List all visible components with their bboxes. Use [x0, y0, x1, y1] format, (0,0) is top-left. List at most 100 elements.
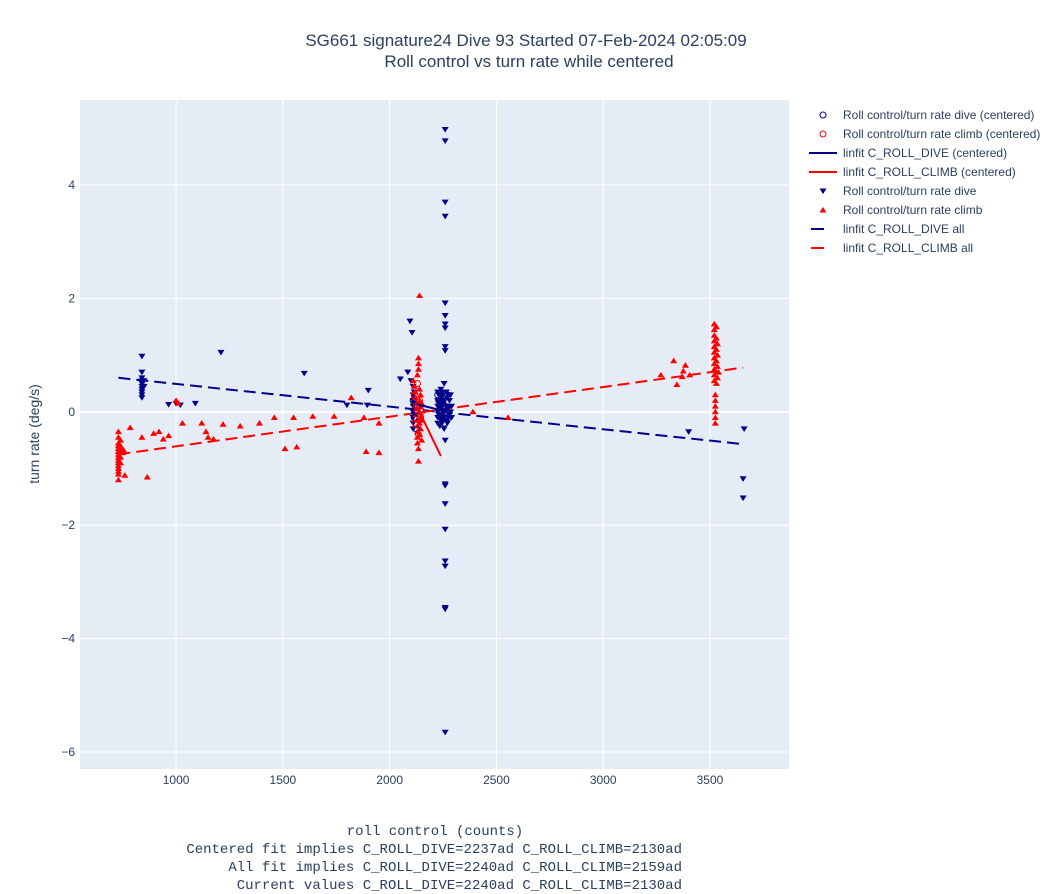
x-axis-title: roll control (counts) [347, 824, 523, 840]
data-point [712, 346, 720, 352]
data-point [363, 402, 371, 409]
grid [80, 100, 789, 769]
data-point [413, 371, 421, 378]
x-axis-note-3: Current values C_ROLL_DIVE=2240ad C_ROLL… [237, 878, 682, 894]
x-tick-label: 2000 [376, 773, 403, 787]
legend: Roll control/turn rate dive (centered) Ro… [809, 108, 1040, 255]
data-point [678, 373, 686, 380]
legend-label: Roll control/turn rate climb [843, 203, 983, 217]
data-point [712, 380, 720, 386]
data-point [711, 408, 719, 415]
data-point [155, 428, 163, 435]
legend-item[interactable]: Roll control/turn rate dive (centered) [819, 108, 1034, 122]
data-point [440, 426, 448, 432]
legend-swatch [819, 130, 827, 138]
data-point [710, 371, 718, 378]
data-point [441, 606, 449, 613]
x-tick-label: 3500 [697, 773, 724, 787]
data-point [418, 437, 426, 443]
data-point [710, 349, 718, 355]
legend-item[interactable]: Roll control/turn rate dive [819, 184, 977, 198]
data-point [138, 353, 146, 360]
data-point [191, 400, 199, 407]
data-point [441, 563, 449, 570]
legend-label: linfit C_ROLL_DIVE all [843, 222, 964, 236]
legend-item[interactable]: linfit C_ROLL_CLIMB (centered) [809, 165, 1016, 179]
data-point [150, 430, 158, 436]
data-point [440, 381, 448, 387]
data-point [673, 381, 681, 388]
data-point [441, 348, 449, 354]
data-point [448, 403, 456, 410]
data-layer [114, 127, 748, 736]
data-point [404, 369, 412, 376]
data-point [330, 413, 338, 419]
data-point [309, 413, 317, 419]
legend-label: linfit C_ROLL_DIVE (centered) [843, 146, 1007, 160]
data-point [712, 357, 720, 364]
data-point [739, 476, 747, 482]
data-point [441, 138, 449, 144]
data-point [441, 558, 449, 565]
data-point [444, 413, 452, 421]
legend-item[interactable]: Roll control/turn rate climb [819, 203, 983, 217]
data-point [670, 357, 678, 364]
data-point [138, 395, 146, 401]
data-point [441, 501, 449, 507]
data-point [417, 391, 425, 398]
data-point [686, 371, 694, 378]
data-point [438, 420, 446, 427]
data-point [408, 329, 416, 336]
data-point [179, 420, 187, 426]
data-point [437, 386, 445, 393]
series-1 [410, 379, 426, 438]
data-point [710, 326, 718, 333]
data-point [679, 367, 687, 374]
data-point [441, 437, 449, 444]
legend-label: linfit C_ROLL_CLIMB (centered) [843, 165, 1016, 179]
data-point [293, 443, 301, 450]
data-point [712, 323, 720, 330]
data-point [347, 394, 355, 401]
plot-background [80, 100, 789, 769]
data-point [360, 414, 368, 420]
data-point [138, 369, 146, 376]
data-point [375, 449, 383, 456]
legend-swatch [819, 188, 827, 195]
y-tick-label: −4 [61, 632, 75, 646]
data-point [411, 419, 419, 427]
x-tick-label: 1000 [163, 773, 190, 787]
data-point [441, 300, 449, 307]
axes: 1000 1500 2000 2500 3000 3500 −6 −4 −2 0 2 4 [61, 178, 723, 787]
legend-item[interactable]: linfit C_ROLL_CLIMB all [811, 241, 973, 255]
data-point [117, 437, 125, 443]
legend-label: Roll control/turn rate dive (centered) [843, 108, 1034, 122]
data-point [343, 402, 351, 409]
fit-line [415, 402, 448, 413]
data-point [126, 424, 134, 431]
data-point [440, 419, 448, 427]
data-point [710, 360, 718, 367]
data-point [445, 398, 453, 404]
data-point [443, 391, 451, 399]
y-tick-label: −6 [61, 745, 75, 759]
chart-title: SG661 signature24 Dive 93 Started 07-Feb… [305, 31, 746, 50]
data-point [270, 414, 278, 420]
legend-item[interactable]: Roll control/turn rate climb (centered) [819, 127, 1040, 141]
data-point [441, 312, 449, 319]
data-point [504, 414, 512, 420]
data-point [713, 351, 721, 358]
y-tick-label: 2 [68, 291, 75, 305]
y-tick-label: 0 [68, 405, 75, 419]
series-5 [114, 292, 723, 483]
data-point [711, 397, 719, 403]
data-point [138, 389, 146, 396]
data-point [121, 472, 129, 478]
legend-item[interactable]: linfit C_ROLL_DIVE (centered) [809, 146, 1007, 160]
data-point [114, 465, 122, 471]
data-point [414, 445, 422, 452]
legend-item[interactable]: linfit C_ROLL_DIVE all [811, 222, 964, 236]
y-tick-label: −2 [61, 518, 75, 532]
data-point [713, 363, 721, 369]
